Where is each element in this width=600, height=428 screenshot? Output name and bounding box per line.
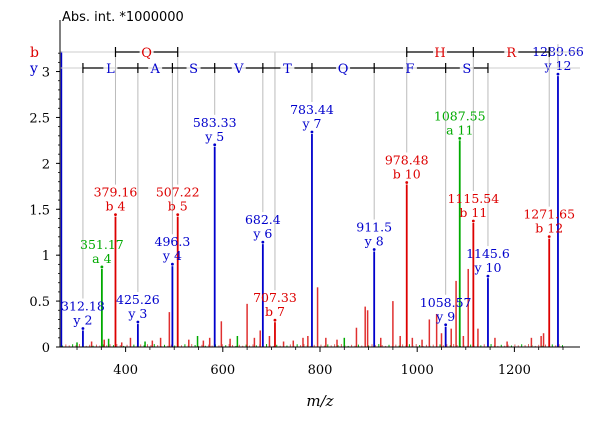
peak-mz-label: 911.5: [356, 220, 392, 235]
y-axis-label: Abs. int. *1000000: [62, 10, 184, 25]
ladder-row-label: b: [30, 45, 39, 61]
peak-mz-label: 425.26: [116, 292, 160, 307]
peak-mz-label: 978.48: [385, 152, 429, 167]
y-tick-label: 2.5: [29, 111, 50, 126]
peak-mz-label: 351.17: [80, 237, 124, 252]
y-tick-label: 0.5: [29, 295, 50, 310]
peak-labels: 312.18y 2 351.17a 4 379.16b 4 425.26y 3 496.…: [61, 44, 584, 327]
peak-ion-label: y 10: [473, 260, 501, 275]
x-axis-label: m/z: [306, 392, 333, 410]
grid-lines: [82, 44, 559, 299]
peak-marker: [547, 235, 551, 239]
peak-mz-label: 682.4: [245, 212, 281, 227]
y-tick-label: 0: [42, 341, 50, 356]
peak-marker: [486, 274, 490, 278]
peak-ion-label: y 7: [301, 116, 321, 131]
peak-mz-label: 1115.54: [447, 191, 499, 206]
peak-marker: [81, 327, 85, 330]
peak-marker: [310, 130, 314, 134]
y-tick-label: 1.5: [29, 203, 50, 218]
peak-marker: [100, 265, 104, 269]
peak-marker: [471, 219, 475, 223]
peak-marker: [176, 213, 180, 217]
peak-ion-label: y 3: [127, 306, 147, 321]
residue-letter: H: [434, 46, 445, 61]
peak-ion-label: y 4: [162, 248, 182, 263]
peak-mz-label: 1058.57: [420, 295, 472, 310]
residue-letter: F: [405, 62, 414, 77]
peak-marker: [405, 181, 409, 184]
residue-letter: R: [506, 46, 517, 61]
peak-mz-label: 583.33: [193, 115, 237, 130]
peak-mz-label: 783.44: [290, 102, 334, 117]
peak-marker: [458, 137, 462, 140]
x-tick-label: 600: [210, 363, 235, 378]
peak-mz-label: 1271.65: [523, 207, 575, 222]
peak-marker: [114, 213, 117, 217]
peak-ion-label: b 4: [106, 199, 126, 214]
residue-letter: Q: [141, 46, 152, 61]
residue-letter: V: [233, 62, 244, 77]
peak-marker: [273, 318, 277, 322]
peak-marker: [171, 262, 174, 266]
residue-letter: S: [462, 62, 471, 77]
sequence-ladder: b Q H Ry L A S V T Q F S: [29, 45, 580, 77]
y-tick-label: 3: [42, 66, 50, 81]
x-tick-label: 1200: [498, 363, 531, 378]
peak-marker: [444, 323, 448, 327]
peak-ion-label: y 5: [204, 129, 224, 144]
peak-ion-label: b 7: [265, 304, 285, 319]
peak-ion-label: b 5: [168, 199, 188, 214]
peak-ion-label: y 2: [72, 312, 92, 327]
x-tick-label: 1000: [401, 363, 434, 378]
x-tick-label: 800: [308, 363, 333, 378]
residue-letter: L: [106, 62, 115, 77]
ladder-row-label: y: [29, 61, 38, 77]
peak-ion-label: a 11: [446, 122, 473, 137]
peak-marker: [556, 72, 560, 76]
peak-mz-label: 1087.55: [434, 108, 486, 123]
peak-mz-label: 1145.6: [466, 246, 510, 261]
residue-letter: S: [189, 62, 198, 77]
axes: 0 0.5 1 1.5 2 2.5 3 400 600 800 1000 1200: [29, 20, 580, 378]
peak-ion-label: y 12: [543, 58, 571, 73]
y-tick-label: 1: [42, 249, 50, 264]
peaks: [60, 51, 564, 347]
peak-ion-label: y 9: [435, 309, 455, 324]
residue-letter: T: [283, 62, 292, 77]
residue-letter: A: [149, 62, 160, 77]
peak-marker: [136, 320, 140, 324]
peak-ion-label: b 10: [393, 166, 421, 181]
peak-mz-label: 507.22: [156, 185, 200, 200]
peak-marker: [213, 143, 217, 147]
peak-ion-label: b 11: [459, 205, 487, 220]
peak-ion-label: a 4: [92, 251, 111, 266]
peak-mz-label: 707.33: [253, 290, 297, 305]
peak-ion-label: y 6: [252, 226, 272, 241]
peak-mz-label: 496.3: [155, 234, 191, 249]
peak-ion-label: b 12: [535, 221, 563, 236]
peak-mz-label: 379.16: [94, 185, 138, 200]
peak-ion-label: y 8: [364, 234, 384, 249]
peak-mz-label: 312.18: [61, 298, 105, 313]
y-tick-label: 2: [42, 157, 50, 172]
peak-marker: [372, 248, 376, 251]
peak-marker: [261, 240, 265, 244]
residue-letter: Q: [338, 62, 349, 77]
x-tick-label: 400: [113, 363, 138, 378]
